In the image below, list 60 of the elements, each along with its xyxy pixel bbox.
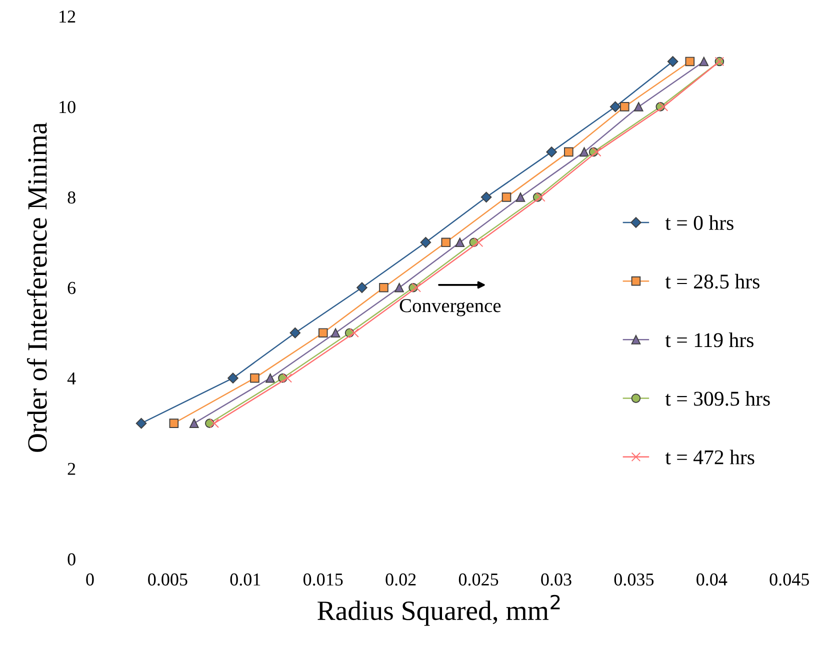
point — [350, 328, 359, 338]
annotation: Convergence — [400, 299, 501, 316]
point — [592, 147, 602, 157]
point — [536, 192, 546, 202]
point — [610, 101, 621, 112]
x-tick-label: 0.005 — [148, 573, 188, 586]
legend-label: t = 472 hrs — [665, 450, 754, 464]
point — [318, 328, 328, 338]
x-tick-label: 0.015 — [303, 573, 343, 586]
y-axis-title: Order of Interference Minima — [27, 122, 47, 452]
point — [667, 56, 678, 67]
point — [210, 418, 219, 428]
point — [169, 418, 179, 428]
y-tick-label: 0 — [68, 553, 76, 566]
x-tick-label: 0 — [86, 573, 94, 586]
x-tick-label: 0.02 — [386, 573, 416, 586]
x-axis-title: Radius Squared, mm$^{2}$ — [318, 594, 560, 626]
y-tick-label: 8 — [68, 191, 76, 204]
x-tick-label: 0.035 — [614, 573, 654, 586]
point — [266, 373, 275, 383]
legend-label: t = 119 hrs — [665, 332, 754, 348]
point — [379, 282, 388, 292]
point — [441, 238, 451, 248]
y-tick-label: 6 — [68, 282, 76, 294]
point — [356, 282, 368, 294]
point — [394, 282, 404, 292]
point — [699, 56, 709, 66]
point — [480, 192, 492, 203]
x-tick-label: 0.04 — [696, 573, 728, 586]
x-tick-label: 0.01 — [230, 573, 260, 586]
point — [250, 373, 260, 383]
point — [136, 418, 147, 429]
point — [455, 238, 465, 248]
point — [412, 282, 422, 292]
point — [564, 147, 574, 157]
point — [330, 328, 340, 338]
point — [228, 372, 238, 384]
x-tick-label: 0.025 — [458, 573, 498, 586]
y-tick-label: 10 — [60, 100, 76, 114]
point — [290, 327, 301, 338]
point — [580, 147, 589, 157]
y-tick-label: 4 — [67, 372, 76, 384]
point — [685, 56, 695, 66]
legend-label: t = 0 hrs — [665, 215, 734, 230]
legend-label: t = 309.5 hrs — [665, 391, 770, 406]
x-tick-label: 0.045 — [770, 573, 809, 586]
point — [502, 192, 512, 202]
point — [282, 373, 292, 383]
point — [189, 418, 199, 428]
y-tick-label: 12 — [60, 10, 76, 23]
legend-label: t = 28.5 hrs — [665, 274, 760, 289]
y-tick-label: 2 — [68, 462, 76, 475]
point — [516, 192, 526, 202]
point — [546, 146, 557, 158]
point — [420, 237, 432, 248]
point — [634, 102, 644, 112]
point — [474, 238, 484, 248]
x-tick-label: 0.03 — [541, 573, 572, 586]
point — [658, 102, 668, 112]
point — [620, 102, 630, 112]
